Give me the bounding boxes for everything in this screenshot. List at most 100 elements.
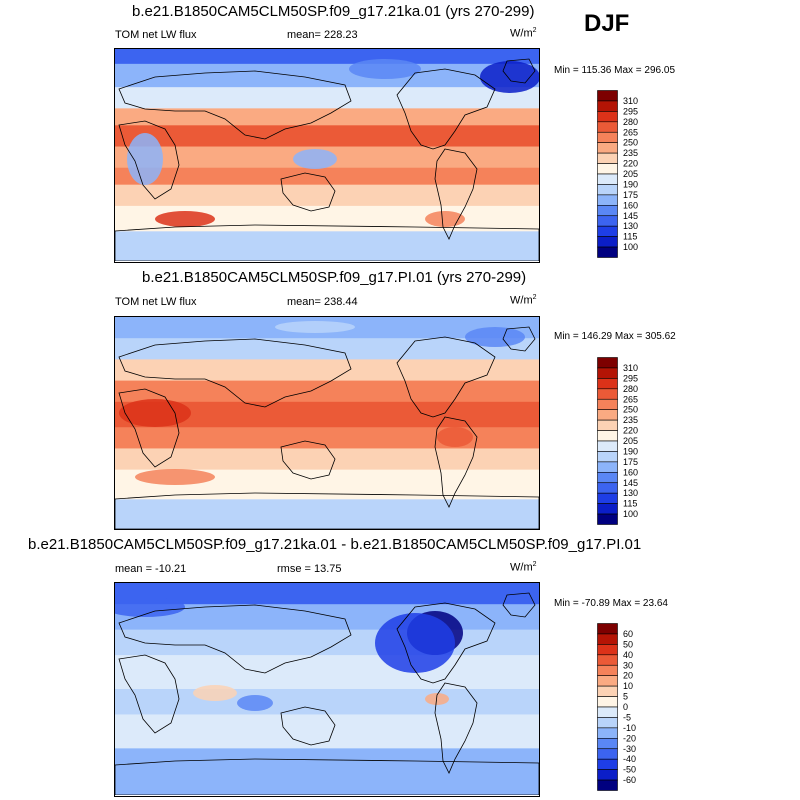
field-anomaly <box>375 613 455 673</box>
panel-3-rmse: rmse = 13.75 <box>277 563 342 575</box>
colorbar-box <box>597 184 618 196</box>
coastline <box>115 758 539 795</box>
colorbar-svg: 3102952802652502352202051901751601451301… <box>597 357 638 525</box>
panel-1-colorbar: 310 295 280 265 250 235 220 205 190 175 160 145 130 1… <box>597 90 657 259</box>
colorbar-box <box>597 440 618 452</box>
colorbar-label: 175 <box>623 190 638 200</box>
coastline <box>502 326 536 352</box>
coastline <box>280 706 336 746</box>
colorbar-box <box>597 419 618 431</box>
field-band <box>115 629 539 656</box>
field-band <box>115 748 539 795</box>
field-band <box>115 125 539 148</box>
colorbar-label: 130 <box>623 488 638 498</box>
colorbar-label: 265 <box>623 127 638 137</box>
colorbar-box <box>597 378 618 390</box>
field-anomaly <box>293 149 337 169</box>
colorbar-label: 235 <box>623 148 638 158</box>
colorbar-box <box>597 696 618 708</box>
field-band <box>115 167 539 186</box>
field-band <box>115 184 539 207</box>
colorbar-box <box>597 131 618 143</box>
colorbar-label: 280 <box>623 384 638 394</box>
colorbar-label: -60 <box>623 775 636 785</box>
coastline <box>118 70 352 140</box>
colorbar-box <box>597 163 618 175</box>
field-band <box>115 583 539 605</box>
colorbar-box <box>597 173 618 185</box>
field-band <box>115 380 539 403</box>
field-anomaly <box>349 59 421 79</box>
map-field-svg <box>115 583 539 795</box>
colorbar-box <box>597 152 618 164</box>
colorbar-label: 160 <box>623 200 638 210</box>
field-anomaly <box>119 399 191 427</box>
colorbar-box <box>597 398 618 410</box>
field-band <box>115 448 539 471</box>
colorbar-label: 295 <box>623 106 638 116</box>
colorbar-box <box>597 513 618 525</box>
panel-3-map <box>114 582 540 797</box>
panel-1-units: W/m2 <box>510 27 537 40</box>
colorbar-label: 115 <box>623 232 637 242</box>
field-anomaly <box>193 685 237 701</box>
colorbar-box <box>597 633 618 645</box>
colorbar-box <box>597 482 618 494</box>
colorbar-box <box>597 675 618 687</box>
colorbar-label: 250 <box>623 405 638 415</box>
coastline <box>502 592 536 618</box>
panel-3-minmax: Min = -70.89 Max = 23.64 <box>554 598 668 609</box>
field-band <box>115 49 539 65</box>
colorbar-label: 235 <box>623 415 638 425</box>
field-anomaly <box>480 61 539 93</box>
field-anomaly <box>465 327 525 347</box>
field-anomaly <box>437 427 473 447</box>
colorbar-box <box>597 717 618 729</box>
coastline <box>280 440 336 480</box>
map-field-svg <box>115 49 539 261</box>
panel-2-units: W/m2 <box>510 294 537 307</box>
colorbar-box <box>597 706 618 718</box>
colorbar-label: 220 <box>623 159 638 169</box>
panel-1-title: b.e21.B1850CAM5CLM50SP.f09_g17.21ka.01 (… <box>132 3 535 20</box>
field-anomaly <box>135 469 215 485</box>
panel-3-colorbar: 60 50 40 30 20 10 5 0 -5 -10 -20 -30 -40 -50 -60 <box>597 623 657 792</box>
colorbar-label: 250 <box>623 138 638 148</box>
colorbar-box <box>597 205 618 217</box>
colorbar-label: -5 <box>623 712 631 722</box>
coastline <box>280 172 336 212</box>
field-anomaly <box>425 211 465 227</box>
field-band <box>115 714 539 749</box>
colorbar-label: -10 <box>623 723 636 733</box>
coastline <box>396 68 496 150</box>
coastline <box>434 148 478 240</box>
colorbar-box <box>597 225 618 237</box>
field-band <box>115 689 539 715</box>
coastline <box>115 492 539 529</box>
colorbar-label: -30 <box>623 744 636 754</box>
field-anomaly <box>127 133 163 185</box>
panel-1-mean: mean= 228.23 <box>287 29 358 41</box>
colorbar-label: 310 <box>623 96 638 106</box>
colorbar-label: 190 <box>623 179 638 189</box>
field-band <box>115 427 539 449</box>
colorbar-label: 265 <box>623 394 638 404</box>
colorbar-box <box>597 451 618 463</box>
field-anomaly <box>115 597 185 617</box>
field-anomaly <box>237 695 273 711</box>
colorbar-box <box>597 623 618 635</box>
panel-2-colorbar: 310 295 280 265 250 235 220 205 190 175 160 145 130 1… <box>597 357 657 526</box>
colorbar-box <box>597 388 618 400</box>
colorbar-box <box>597 142 618 154</box>
colorbar-label: 115 <box>623 499 637 509</box>
colorbar-label: 220 <box>623 426 638 436</box>
colorbar-label: -50 <box>623 765 636 775</box>
colorbar-label: -20 <box>623 733 636 743</box>
panel-3-units: W/m2 <box>510 561 537 574</box>
field-band <box>115 359 539 382</box>
field-band <box>115 108 539 126</box>
colorbar-label: 60 <box>623 629 633 639</box>
coastline <box>396 602 496 684</box>
panel-2-title: b.e21.B1850CAM5CLM50SP.f09_g17.PI.01 (yr… <box>142 269 527 286</box>
